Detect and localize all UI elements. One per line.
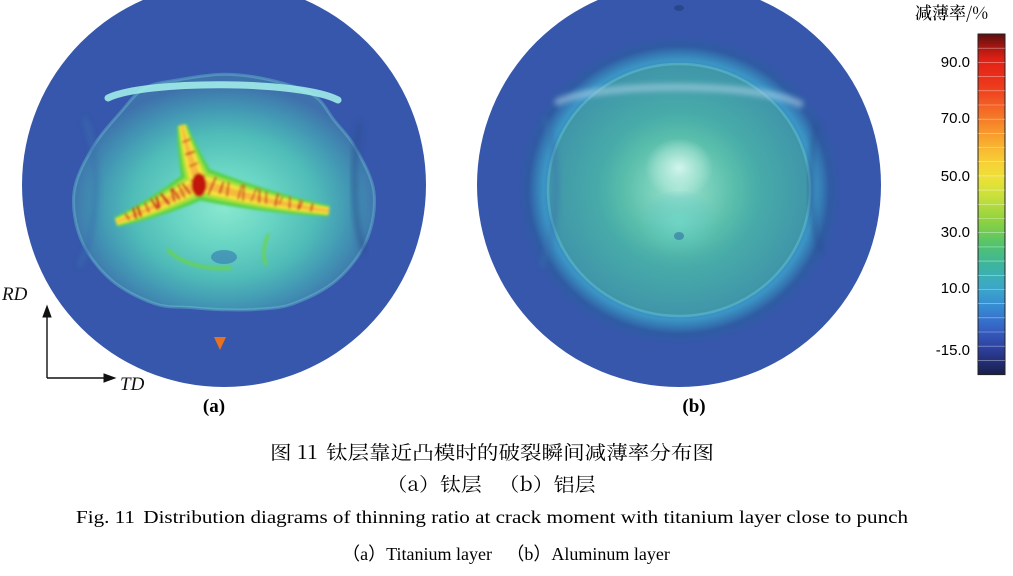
svg-text:50.0: 50.0 [941,168,970,185]
svg-text:图 11 钛层靠近凸模时的破裂瞬间减薄率分布图: 图 11 钛层靠近凸模时的破裂瞬间减薄率分布图 [270,438,714,465]
svg-text:70.0: 70.0 [941,110,970,127]
svg-text:-15.0: -15.0 [936,342,970,359]
svg-text:(a): (a) [203,396,225,417]
svg-text:10.0: 10.0 [941,280,970,297]
svg-text:（a）Titanium layer （b）Alumin: （a）Titanium layer （b）Aluminum layer [342,544,670,564]
svg-text:（a）钛层 （b）铝层: （a）钛层 （b）铝层 [387,470,596,497]
svg-text:Fig. 11 Distribution diagrams: Fig. 11 Distribution diagrams of thinnin… [76,507,908,527]
svg-text:30.0: 30.0 [941,224,970,241]
svg-text:TD: TD [120,374,145,395]
svg-text:RD: RD [1,284,28,305]
svg-text:90.0: 90.0 [941,54,970,71]
svg-text:减薄率/%: 减薄率/% [915,0,988,24]
svg-text:(b): (b) [682,396,705,417]
